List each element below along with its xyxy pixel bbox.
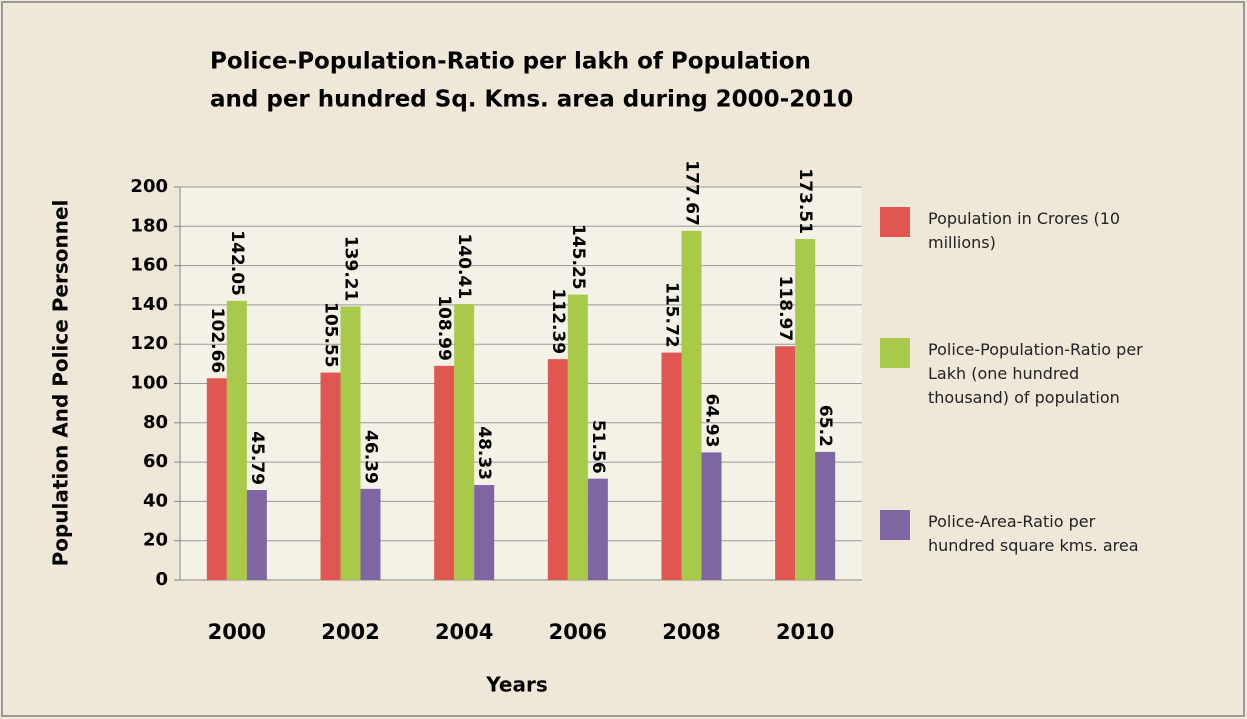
bar (775, 346, 796, 580)
bar (701, 452, 722, 580)
title-line: and per hundred Sq. Kms. area during 200… (210, 87, 853, 113)
y-tick-label: 40 (143, 490, 168, 511)
x-tick-label: 2010 (776, 620, 834, 644)
value-label: 142.05 (227, 230, 247, 296)
legend-label: Police-Population-Ratio per Lakh (one hu… (928, 340, 1143, 407)
value-label: 177.67 (682, 160, 702, 226)
value-label: 102.66 (207, 308, 227, 374)
value-label: 173.51 (795, 168, 815, 234)
legend-label: Police-Area-Ratio per hundred square kms… (928, 512, 1139, 555)
bar (320, 372, 341, 580)
legend-swatch (880, 510, 910, 540)
bar (360, 488, 381, 580)
legend-label: Population in Crores (10 millions) (928, 209, 1121, 252)
bar (567, 294, 588, 580)
value-label: 48.33 (474, 426, 494, 480)
value-label: 51.56 (588, 420, 608, 474)
y-tick-label: 80 (143, 412, 168, 433)
bar (681, 230, 702, 580)
y-tick-label: 160 (130, 255, 168, 276)
value-label: 145.25 (568, 224, 588, 290)
bar (226, 300, 247, 580)
bar (661, 352, 682, 580)
bar (246, 490, 267, 580)
x-tick-label: 2004 (435, 620, 493, 644)
value-label: 105.55 (321, 302, 341, 368)
y-tick-label: 200 (130, 176, 168, 197)
bar (547, 359, 568, 580)
bar (587, 478, 608, 580)
bar (454, 304, 475, 580)
bar (206, 378, 227, 580)
y-tick-label: 60 (143, 451, 168, 472)
value-label: 46.39 (361, 430, 381, 484)
bar (474, 485, 495, 580)
legend-item: Police-Population-Ratio per Lakh (one hu… (880, 338, 1158, 410)
value-label: 140.41 (454, 233, 474, 299)
value-label: 139.21 (341, 236, 361, 302)
y-axis-label: Population And Police Personnel (49, 200, 73, 567)
legend-item: Police-Area-Ratio per hundred square kms… (880, 510, 1158, 558)
y-tick-label: 140 (130, 294, 168, 315)
x-tick-label: 2008 (662, 620, 720, 644)
legend-item: Population in Crores (10 millions) (880, 207, 1158, 255)
bar (340, 306, 361, 580)
x-tick-label: 2002 (321, 620, 379, 644)
value-label: 108.99 (434, 295, 454, 361)
value-label: 65.2 (815, 405, 835, 447)
title-line: Police-Population-Ratio per lakh of Popu… (210, 49, 811, 75)
y-tick-label: 0 (155, 569, 168, 590)
x-tick-label: 2000 (208, 620, 266, 644)
x-tick-label: 2006 (549, 620, 607, 644)
value-label: 112.39 (548, 289, 568, 355)
value-label: 115.72 (662, 282, 682, 348)
legend-swatch (880, 338, 910, 368)
y-tick-label: 100 (130, 373, 168, 394)
bar (795, 239, 816, 580)
bar (815, 451, 836, 580)
x-axis-label: Years (485, 673, 547, 697)
value-label: 64.93 (702, 394, 722, 448)
y-tick-label: 120 (130, 333, 168, 354)
bar (434, 365, 455, 580)
value-label: 118.97 (775, 276, 795, 342)
y-tick-label: 180 (130, 215, 168, 236)
chart-title: Police-Population-Ratio per lakh of Popu… (210, 49, 853, 113)
legend-swatch (880, 207, 910, 237)
y-tick-label: 20 (143, 530, 168, 551)
value-label: 45.79 (247, 431, 267, 485)
